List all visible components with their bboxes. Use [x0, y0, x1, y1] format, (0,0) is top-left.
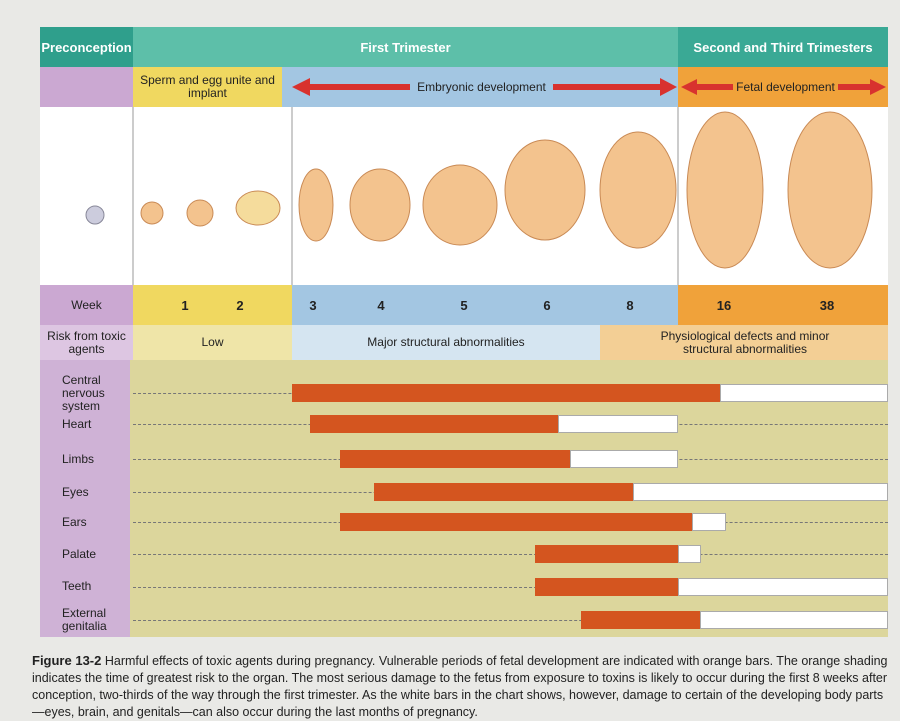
risk-level: Physiological defects and minor structur… [660, 328, 830, 356]
caption-text: Harmful effects of toxic agents during p… [32, 654, 888, 719]
arrow [838, 79, 886, 95]
header-label: First Trimester [360, 39, 451, 55]
organ-label: Central nervous system [62, 372, 105, 413]
risk-level: Major structural abnormalities [367, 335, 525, 349]
figure-number: Figure 13-2 [32, 653, 102, 668]
organ-label-column [40, 360, 130, 637]
week-number: 4 [377, 297, 385, 313]
header-cell [133, 27, 678, 67]
lower-risk-bar [692, 513, 726, 531]
week-cell [292, 285, 678, 325]
header-cell [678, 27, 888, 67]
week-number: 6 [543, 297, 551, 313]
stage-cell [40, 67, 133, 107]
vulnerable-bar [374, 483, 633, 501]
lower-risk-bar [633, 483, 888, 501]
vulnerable-bar [340, 513, 692, 531]
week-number: 38 [819, 297, 835, 313]
organ-label: Ears [62, 514, 87, 529]
vulnerable-bar [535, 545, 678, 563]
vulnerable-bar [292, 384, 720, 402]
week-number: 16 [716, 297, 732, 313]
vulnerable-bar [310, 415, 558, 433]
guide-line [133, 620, 888, 621]
header-label: Second and Third Trimesters [693, 39, 873, 55]
lower-risk-bar [558, 415, 678, 433]
organ-label: Heart [62, 416, 92, 431]
arrow [553, 78, 677, 96]
caption: Figure 13-2 Harmful effects of toxic age… [32, 652, 892, 721]
week-number: 1 [181, 297, 189, 313]
lower-risk-bar [678, 545, 701, 563]
risk-cell [292, 325, 600, 360]
organ-label: External genitalia [62, 606, 107, 633]
week-number: 3 [309, 297, 317, 313]
header-cell [40, 27, 133, 67]
week-cell [678, 285, 888, 325]
header-label: Preconception [41, 39, 132, 55]
week-cell [40, 285, 133, 325]
vulnerable-bar [535, 577, 678, 596]
lower-risk-bar [700, 611, 888, 629]
week-cell [133, 285, 292, 325]
lower-risk-bar [678, 577, 888, 596]
stage-label: Embryonic development [410, 77, 553, 97]
stage-label: Sperm and egg unite and implant [140, 73, 275, 100]
guide-line [133, 586, 888, 588]
stage-cell [133, 67, 282, 107]
risk-cell [133, 325, 292, 360]
arrow [292, 78, 410, 96]
organ-label: Teeth [62, 579, 92, 593]
week-number: 5 [460, 297, 468, 313]
organ-label: Limbs [62, 451, 95, 466]
risk-cell [40, 325, 133, 360]
guide-line [133, 554, 888, 555]
vulnerable-bar [340, 450, 570, 468]
risk-cell [600, 325, 888, 360]
risk-level: Low [201, 335, 224, 349]
organ-label: Eyes [62, 484, 89, 499]
week-label: Week [71, 297, 102, 312]
arrow [681, 79, 733, 95]
risk-label: Risk from toxic agents [47, 328, 126, 356]
lower-risk-bar [570, 450, 678, 468]
organ-label: Palate [62, 546, 97, 561]
week-number: 2 [236, 297, 244, 313]
stage-label: Fetal development [733, 77, 838, 97]
lower-risk-bar [720, 384, 888, 402]
illustrations [85, 111, 873, 269]
vulnerable-bar [581, 611, 700, 629]
week-number: 8 [626, 297, 634, 313]
